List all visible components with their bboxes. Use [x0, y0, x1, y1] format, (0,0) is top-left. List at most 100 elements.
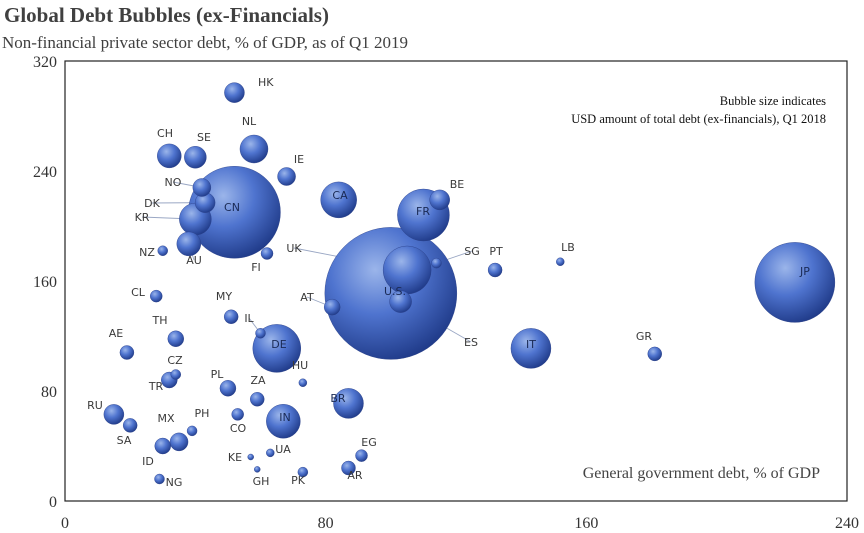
bubble-de [252, 324, 301, 373]
label-hk: HK [258, 76, 274, 89]
label-at: AT [300, 291, 314, 304]
x-tick-80: 80 [318, 515, 334, 532]
bubble-pt [487, 262, 503, 278]
chart-subtitle: Non-financial private sector debt, % of … [2, 33, 409, 52]
bubble-it [510, 328, 552, 369]
label-co: CO [230, 422, 247, 435]
label-id: ID [142, 455, 154, 468]
bubble-za [250, 392, 265, 407]
label-pt: PT [489, 245, 503, 258]
bubble-ie [277, 167, 296, 186]
bubble-ua [266, 448, 275, 458]
bubble-ca [320, 181, 357, 219]
bubble-il [255, 328, 266, 339]
label-nz: NZ [139, 246, 155, 259]
bubble-nz [157, 245, 168, 256]
y-tick-0: 0 [49, 494, 57, 511]
label-es: ES [464, 336, 478, 349]
label-ua: UA [275, 443, 291, 456]
bubble-au [176, 231, 202, 257]
bubble-my [223, 309, 239, 324]
label-hu: HU [292, 359, 308, 372]
label-ph: PH [195, 407, 210, 420]
label-sg: SG [464, 245, 480, 258]
chart-title: Global Debt Bubbles (ex-Financials) [4, 3, 329, 27]
size-note-line-2: USD amount of total debt (ex-financials)… [571, 112, 826, 126]
bubble-mx [169, 432, 189, 452]
y-tick-80: 80 [41, 384, 57, 401]
label-se: SE [197, 131, 211, 144]
label-cz: CZ [167, 354, 183, 367]
label-cn: CN [224, 201, 240, 214]
bubble-lb [556, 257, 565, 266]
bubble-hk [224, 82, 245, 103]
bubble-in [266, 404, 301, 439]
bubble-pl [219, 380, 237, 397]
bubble-ae [119, 345, 135, 360]
label-be: BE [450, 178, 465, 191]
label-ke: KE [228, 451, 242, 464]
bubble-eg [355, 449, 368, 462]
label-mx: MX [157, 412, 174, 425]
x-axis-title: General government debt, % of GDP [583, 465, 820, 482]
label-ie: IE [294, 153, 304, 166]
x-tick-0: 0 [61, 515, 69, 532]
bubble-pk [297, 466, 309, 478]
bubble-ch [157, 143, 182, 169]
label-ng: NG [166, 476, 183, 489]
y-tick-320: 320 [33, 54, 57, 71]
label-fr: FR [416, 205, 430, 218]
label-dk: DK [144, 197, 160, 210]
label-my: MY [216, 290, 232, 303]
bubble-ng [154, 473, 165, 485]
label-pl: PL [211, 368, 225, 381]
bubble-jp [754, 242, 836, 323]
label-br: BR [330, 392, 346, 405]
label-ar: AR [347, 469, 363, 482]
label-de: DE [271, 338, 286, 351]
bubble-co [231, 408, 244, 421]
bubble-id [154, 437, 171, 455]
bubble-gh [254, 466, 261, 473]
bubble-es [389, 290, 412, 313]
size-note-line-1: Bubble size indicates [720, 94, 826, 108]
bubble-be [429, 189, 450, 211]
label-ch: CH [157, 127, 173, 140]
bubble-br [333, 388, 364, 419]
label-ae: AE [109, 327, 124, 340]
label-jp: JP [799, 265, 810, 278]
label-nl: NL [242, 115, 257, 128]
label-gh: GH [253, 475, 270, 488]
bubble-cl [150, 289, 163, 303]
label-sa: SA [117, 434, 132, 447]
label-th: TH [152, 314, 168, 327]
label-gr: GR [636, 330, 653, 343]
label-ru: RU [87, 399, 103, 412]
bubble-no [192, 178, 212, 197]
bubble-at [323, 298, 341, 316]
label-tr: TR [148, 380, 164, 393]
label-no: NO [165, 176, 182, 189]
bubble-gr [647, 346, 662, 362]
bubble-ke [247, 453, 254, 461]
label-cl: CL [131, 286, 146, 299]
label-za: ZA [250, 374, 266, 387]
label-fi: FI [251, 261, 261, 274]
bubble-ar [341, 460, 356, 476]
x-tick-240: 240 [835, 515, 859, 532]
label-lb: LB [561, 241, 575, 254]
bubble-th [167, 330, 184, 347]
bubble-hu [298, 378, 308, 387]
plot-frame [64, 60, 848, 502]
label-eg: EG [361, 436, 376, 449]
y-tick-240: 240 [33, 164, 57, 181]
y-tick-160: 160 [33, 274, 57, 291]
label-au: AU [186, 254, 202, 267]
label-il: IL [244, 312, 254, 325]
label-ca: CA [332, 189, 348, 202]
label-kr: KR [135, 211, 150, 224]
bubble-sa [122, 418, 138, 433]
bubble-cz [170, 369, 181, 380]
bubble-nl [239, 134, 269, 164]
